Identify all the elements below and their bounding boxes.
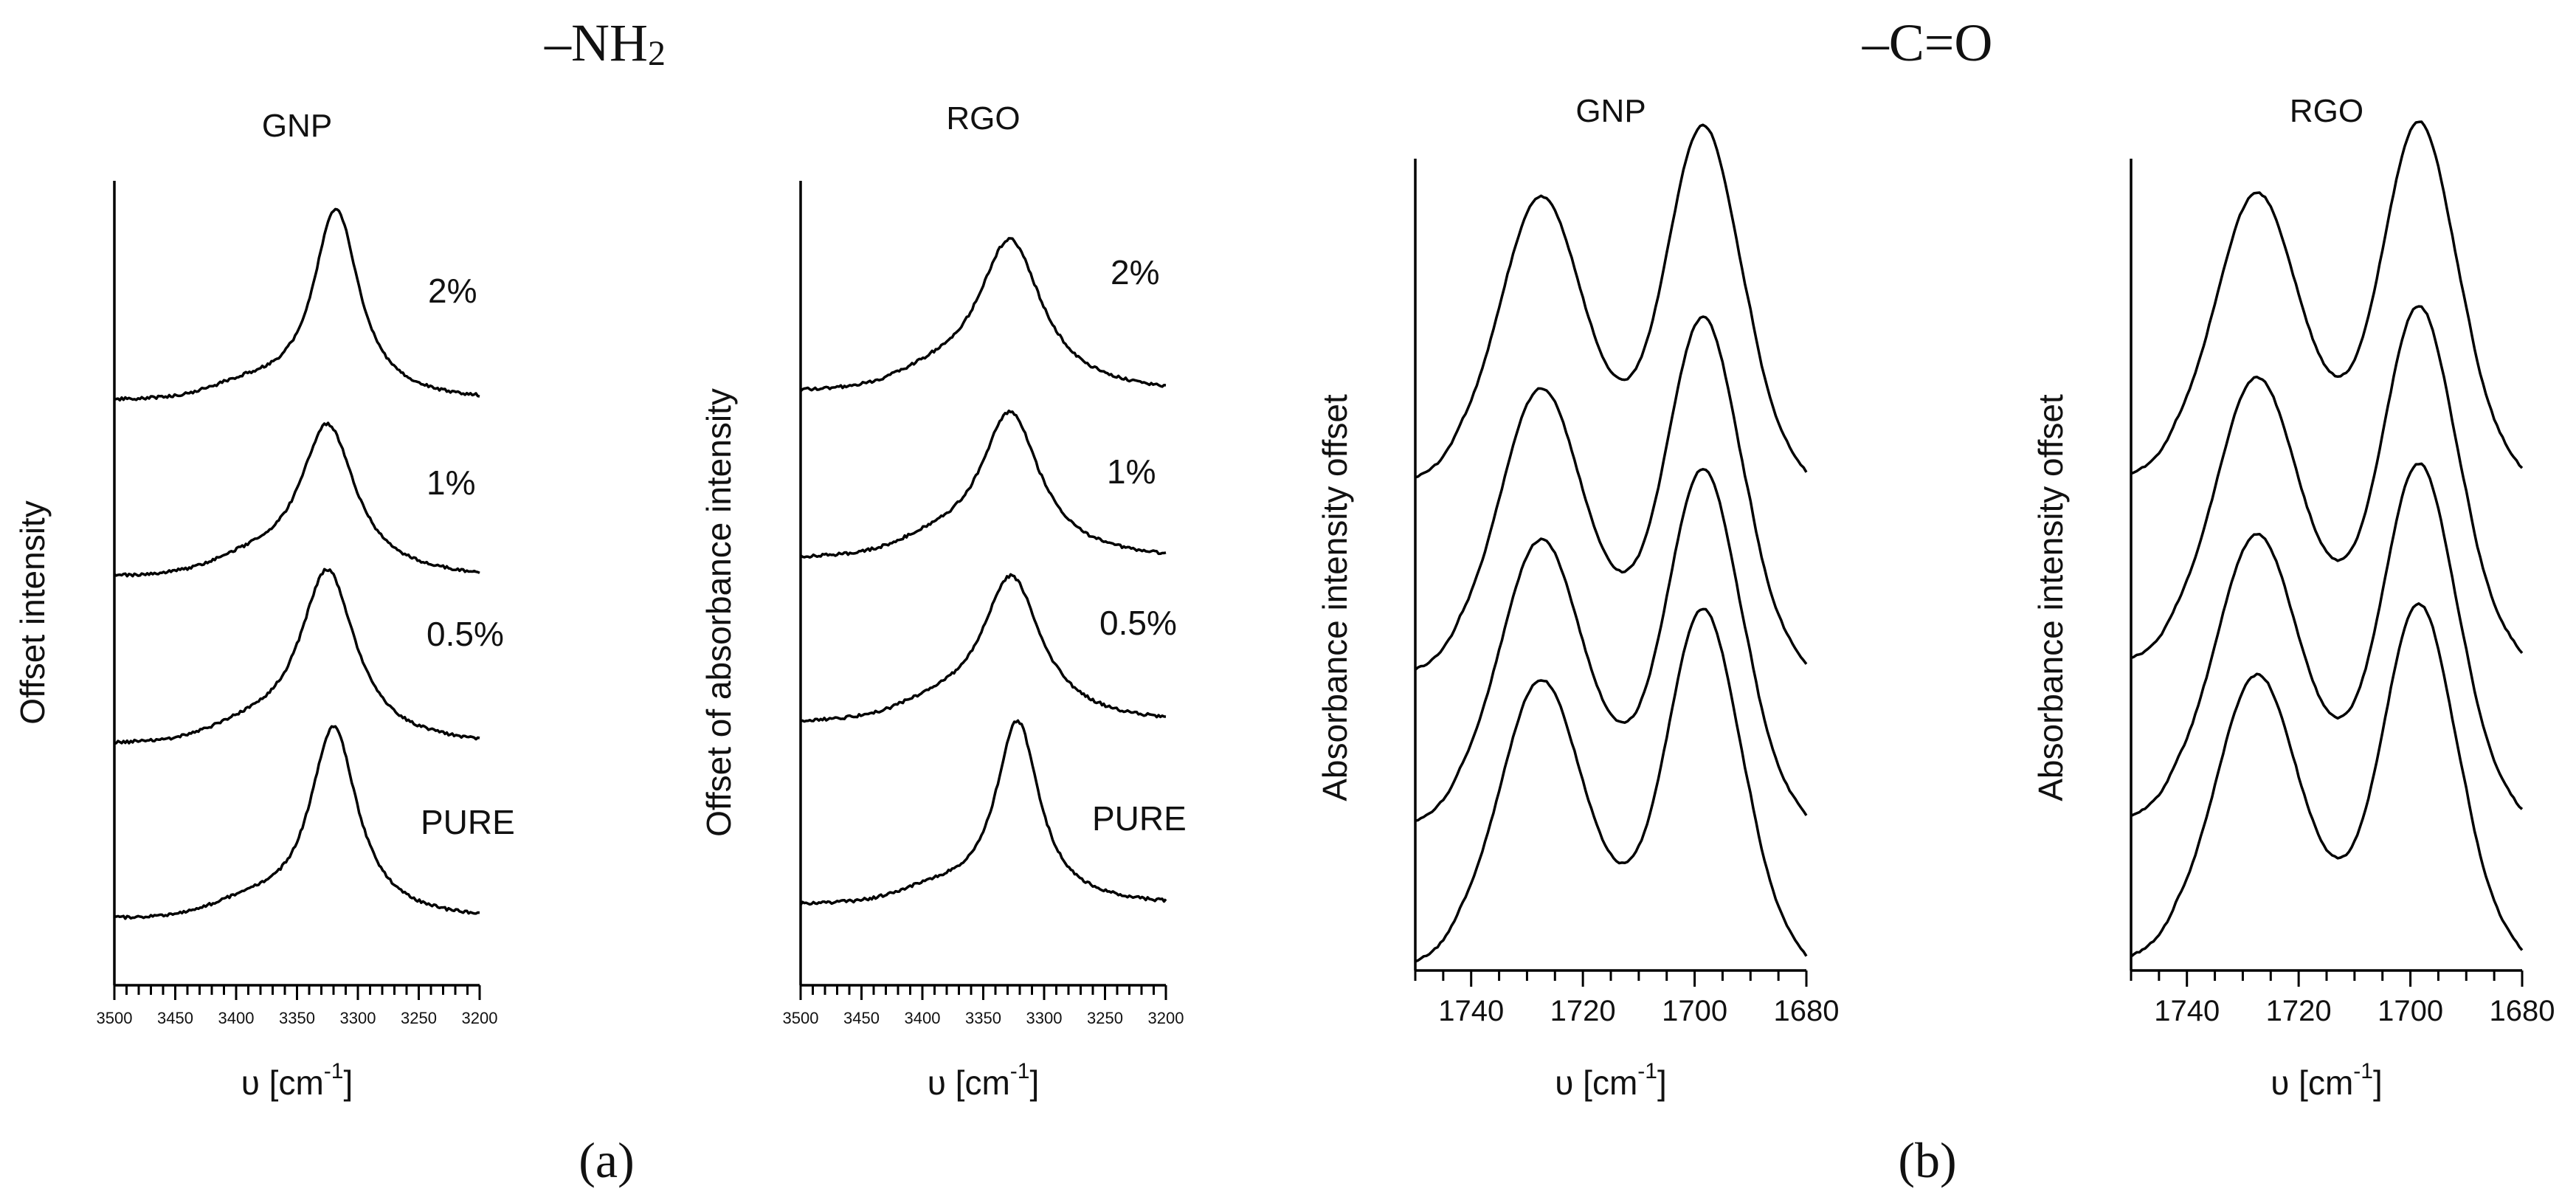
series-label-pure: PURE <box>1092 799 1187 838</box>
x-axis-label: υ [cm-1] <box>1555 1059 1667 1102</box>
series-line-pure <box>114 725 480 920</box>
series-line-0-5 <box>2130 462 2524 818</box>
panel-nh2-rgo: RGO Offset of absorbance intensity 3500 345… <box>700 100 1187 1102</box>
x-tick-label: 3500 <box>783 1009 819 1027</box>
x-tick-label: 3450 <box>157 1009 193 1027</box>
series-line-0-5 <box>114 568 480 745</box>
series-line-2 <box>2130 120 2524 475</box>
x-tick-label: 3250 <box>401 1009 437 1027</box>
series-line-pure <box>2130 602 2524 958</box>
x-tick-label: 1720 <box>2266 995 2332 1027</box>
panel-title: GNP <box>262 108 332 144</box>
y-axis-label: Absorbance intensity offset <box>1316 394 1354 801</box>
series-label-pure: PURE <box>421 803 515 841</box>
panel-nh2-gnp: GNP Offset intensity 3500 3450 3400 3350 3300 3… <box>13 108 515 1102</box>
panel-title: RGO <box>2290 93 2363 129</box>
x-tick-label: 3400 <box>218 1009 255 1027</box>
panel-title: RGO <box>946 100 1020 137</box>
x-tick-label: 1740 <box>2154 995 2220 1027</box>
x-tick-label: 3300 <box>1026 1009 1063 1027</box>
x-axis-label: υ [cm-1] <box>241 1059 353 1102</box>
series-line-1 <box>1414 315 1808 671</box>
x-tick-label: 1720 <box>1550 995 1616 1027</box>
series-line-pure <box>799 719 1167 906</box>
group-title-co: –C=O <box>1862 13 1993 72</box>
series-label-0-5: 0.5% <box>427 615 504 653</box>
y-axis-label: Offset intensity <box>13 500 52 724</box>
series-label-0-5: 0.5% <box>1099 604 1177 642</box>
series-line-pure <box>1415 607 1808 963</box>
x-axis-label: υ [cm-1] <box>2271 1059 2383 1102</box>
y-axis-label: Absorbance intensity offset <box>2031 394 2070 801</box>
sub-label-a: (a) <box>579 1132 634 1188</box>
x-tick-label: 3200 <box>1148 1009 1184 1027</box>
series-line-2 <box>799 237 1167 393</box>
series-line-1 <box>2130 305 2524 660</box>
series-line-1 <box>800 409 1167 559</box>
y-axis-label: Offset of absorbance intensity <box>700 388 738 837</box>
series-line-0-5 <box>1415 468 1808 822</box>
x-tick-label: 3500 <box>97 1009 133 1027</box>
panel-co-rgo: RGO Absorbance intensity offset 1740 1720 17… <box>2031 93 2555 1102</box>
panel-title: GNP <box>1575 93 1646 129</box>
series-label-2: 2% <box>1111 253 1159 292</box>
x-tick-label: 3400 <box>905 1009 941 1027</box>
x-tick-label: 3450 <box>843 1009 880 1027</box>
series-line-2 <box>1415 123 1808 479</box>
x-tick-label: 3200 <box>462 1009 498 1027</box>
series-line-0-5 <box>800 573 1167 723</box>
series-line-2 <box>114 207 480 402</box>
x-tick-label: 3250 <box>1087 1009 1123 1027</box>
series-label-1: 1% <box>427 463 475 502</box>
series-line-1 <box>113 421 480 578</box>
x-tick-label: 3350 <box>965 1009 1001 1027</box>
series-label-2: 2% <box>428 272 477 310</box>
sub-label-b: (b) <box>1898 1132 1956 1188</box>
x-tick-label: 1700 <box>1662 995 1727 1027</box>
group-title-nh2: –NH2 <box>544 13 666 73</box>
panel-co-gnp: GNP Absorbance intensity offset 1740 1720 17… <box>1316 93 1839 1102</box>
series-label-1: 1% <box>1107 452 1156 491</box>
x-tick-label: 1680 <box>2490 995 2555 1027</box>
x-tick-label: 1740 <box>1438 995 1504 1027</box>
x-axis-label: υ [cm-1] <box>928 1059 1040 1102</box>
x-tick-label: 1680 <box>1774 995 1840 1027</box>
x-tick-label: 3350 <box>279 1009 315 1027</box>
x-tick-label: 1700 <box>2378 995 2443 1027</box>
x-tick-label: 3300 <box>340 1009 376 1027</box>
